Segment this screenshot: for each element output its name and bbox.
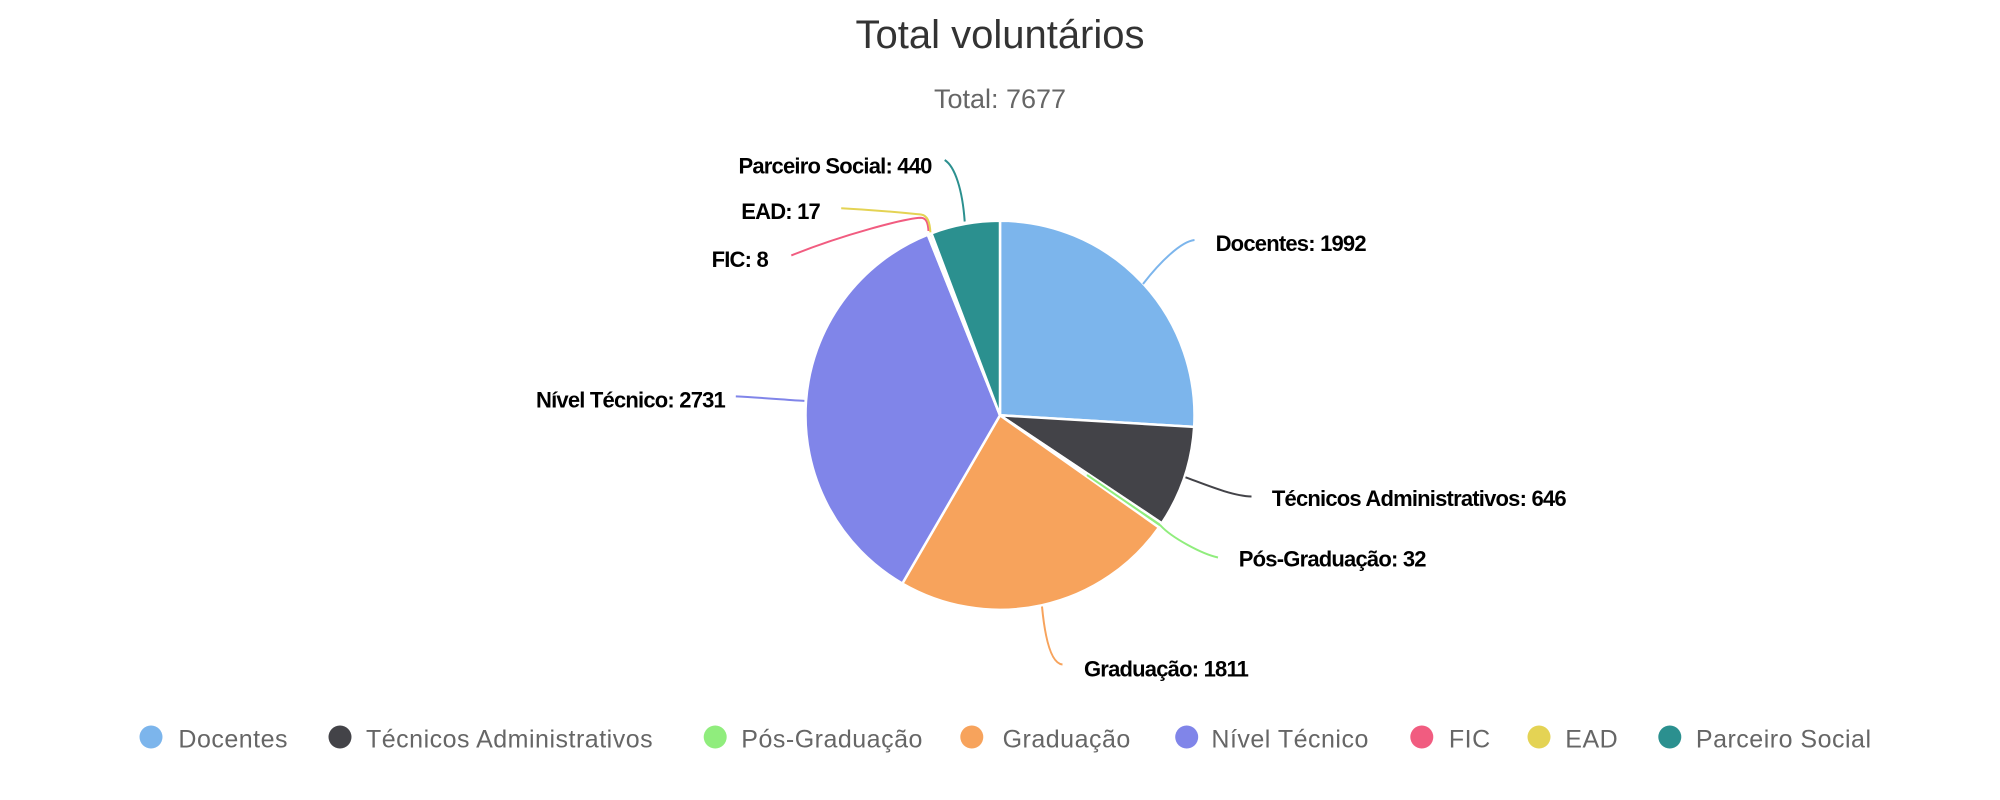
- svg-text:EAD: 17: EAD: 17: [741, 199, 820, 224]
- svg-text:Pós-Graduação: 32: Pós-Graduação: 32: [1239, 547, 1426, 572]
- svg-text:Graduação: Graduação: [1003, 726, 1131, 754]
- svg-text:EAD: EAD: [1565, 726, 1618, 754]
- svg-text:Docentes: Docentes: [178, 726, 288, 754]
- svg-text:Parceiro Social: Parceiro Social: [1696, 726, 1872, 754]
- svg-text:Total: 7677: Total: 7677: [934, 84, 1066, 114]
- svg-text:Técnicos Administrativos: Técnicos Administrativos: [366, 726, 653, 754]
- svg-text:Pós-Graduação: Pós-Graduação: [741, 726, 923, 754]
- svg-text:Técnicos Administrativos: 646: Técnicos Administrativos: 646: [1272, 486, 1566, 511]
- svg-text:FIC: FIC: [1449, 726, 1491, 754]
- svg-text:Total voluntários: Total voluntários: [855, 13, 1144, 57]
- svg-text:Parceiro Social: 440: Parceiro Social: 440: [738, 154, 932, 179]
- svg-text:Nível Técnico: 2731: Nível Técnico: 2731: [536, 388, 726, 413]
- svg-text:FIC: 8: FIC: 8: [712, 247, 769, 272]
- svg-text:Graduação: 1811: Graduação: 1811: [1084, 656, 1249, 681]
- svg-text:Docentes: 1992: Docentes: 1992: [1216, 231, 1367, 256]
- svg-text:Nível Técnico: Nível Técnico: [1211, 726, 1369, 754]
